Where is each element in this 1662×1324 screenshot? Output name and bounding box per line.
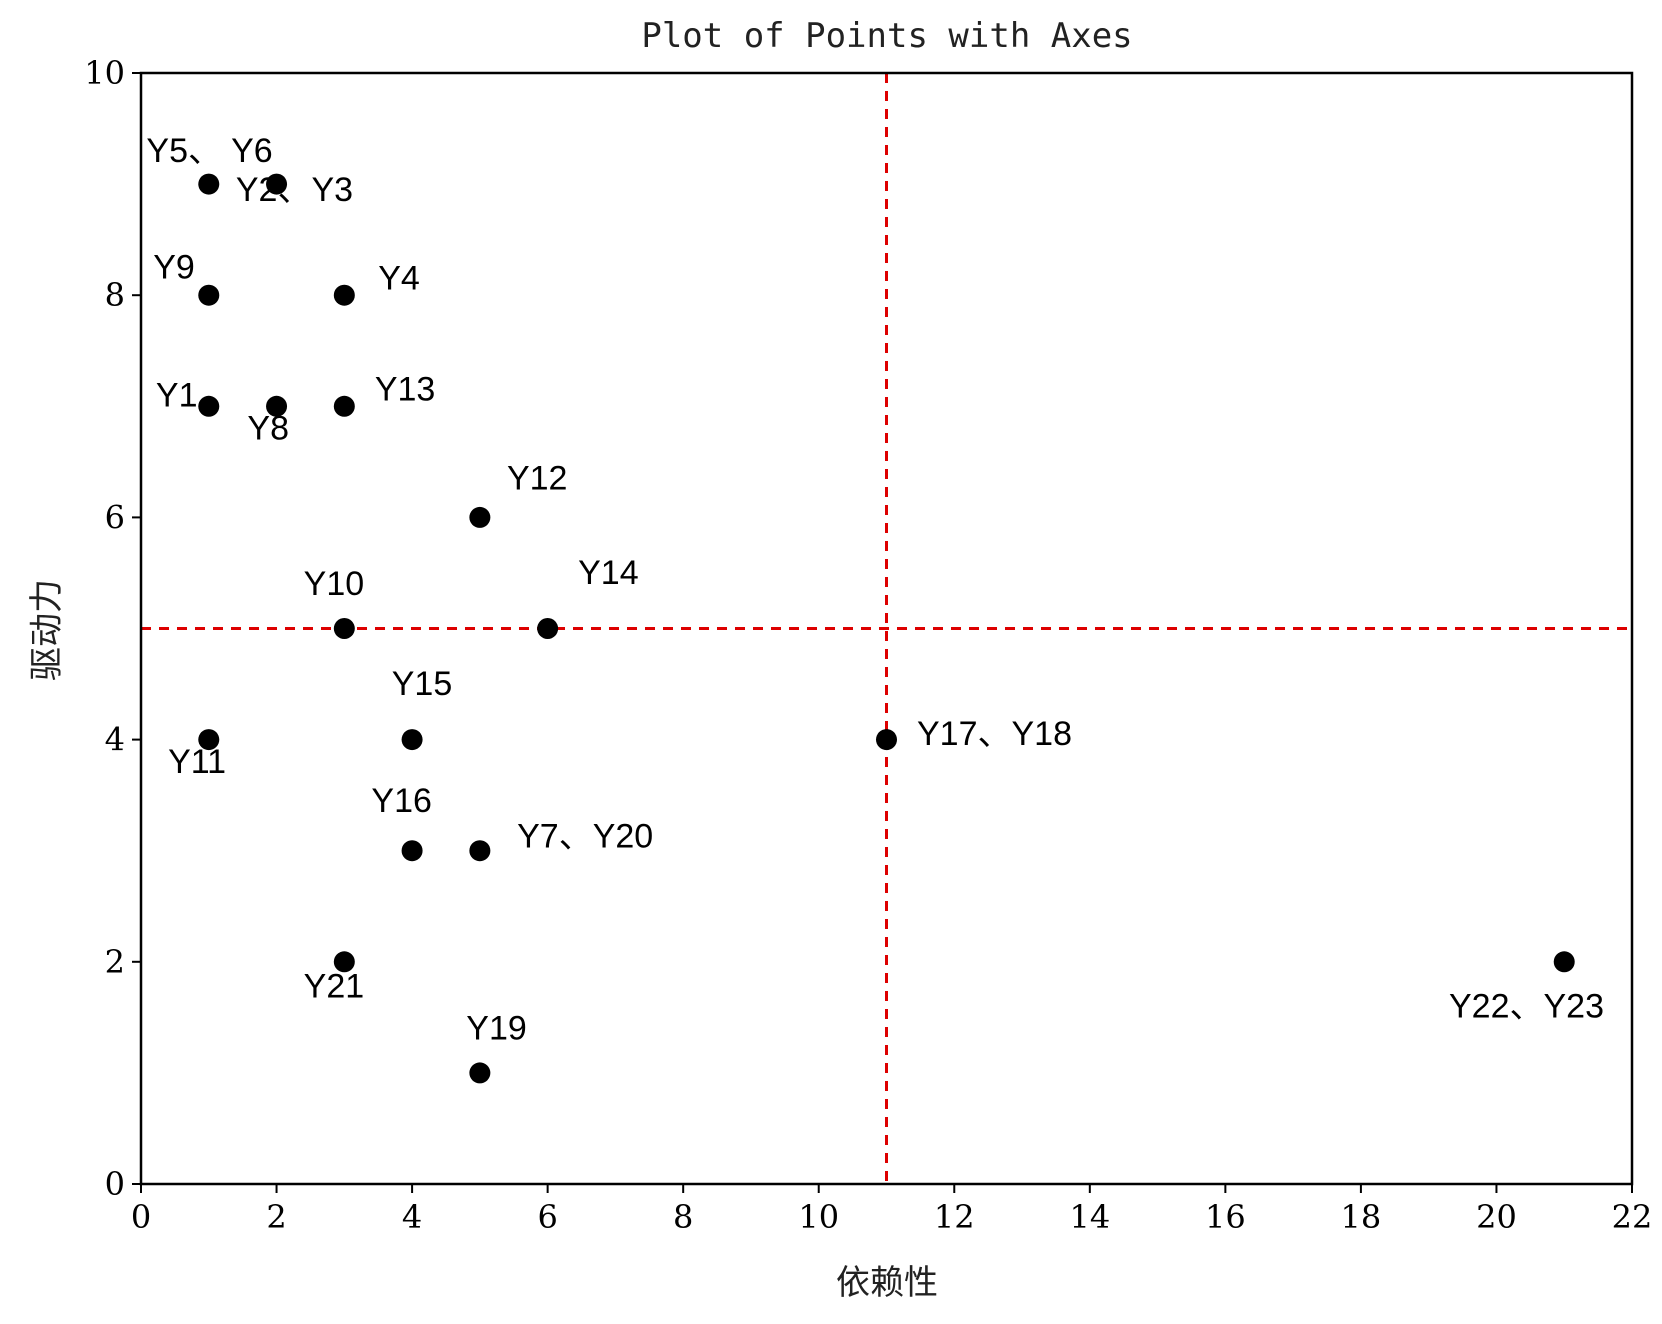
data-points <box>198 173 1575 1084</box>
x-tick-label: 10 <box>798 1198 839 1236</box>
point-label: Y19 <box>466 1010 527 1048</box>
y-tick-label: 6 <box>105 498 125 536</box>
data-point <box>266 173 288 195</box>
x-tick-label: 12 <box>934 1198 975 1236</box>
chart-title: Plot of Points with Axes <box>641 16 1132 56</box>
data-point <box>537 618 559 639</box>
data-point <box>198 729 220 751</box>
point-label: Y11 <box>168 743 226 781</box>
data-point <box>401 729 423 751</box>
point-label: Y17、Y18 <box>917 715 1072 753</box>
y-tick-label: 0 <box>105 1165 125 1203</box>
point-label: Y12 <box>507 460 568 498</box>
point-label: Y13 <box>375 371 436 409</box>
point-label: Y6 <box>231 132 273 170</box>
data-point <box>333 618 355 639</box>
point-label: Y5、 <box>146 132 222 170</box>
y-axis-ticks: 0 2 4 6 8 10 <box>84 54 141 1203</box>
data-point <box>469 840 491 862</box>
y-tick-label: 10 <box>84 54 125 92</box>
x-tick-label: 6 <box>537 1198 557 1236</box>
data-point <box>333 395 355 417</box>
data-point <box>198 395 220 417</box>
data-point <box>1553 951 1575 973</box>
plot-frame <box>139 71 1634 1186</box>
data-point <box>198 284 220 306</box>
point-label: Y15 <box>392 665 453 703</box>
x-tick-label: 2 <box>266 1198 286 1236</box>
x-axis-ticks: 0 2 4 6 8 10 12 14 16 18 20 22 <box>131 1184 1653 1236</box>
point-label: Y1 <box>156 376 198 414</box>
x-tick-label: 22 <box>1612 1198 1653 1236</box>
reference-lines <box>141 73 1632 1184</box>
point-label: Y21 <box>304 967 365 1005</box>
x-tick-label: 0 <box>131 1198 151 1236</box>
point-label: Y8 <box>247 410 289 448</box>
data-point <box>266 395 288 417</box>
data-point <box>876 729 897 751</box>
data-point <box>333 951 355 973</box>
x-tick-label: 8 <box>673 1198 693 1236</box>
point-label: Y2、Y3 <box>236 171 353 209</box>
point-label: Y22、Y23 <box>1449 987 1604 1025</box>
x-tick-label: 20 <box>1476 1198 1517 1236</box>
point-label: Y7、Y20 <box>517 817 653 855</box>
point-label: Y14 <box>578 554 639 592</box>
x-tick-label: 4 <box>402 1198 422 1236</box>
point-label: Y4 <box>378 260 420 298</box>
x-tick-label: 14 <box>1069 1198 1110 1236</box>
x-axis-label: 依赖性 <box>836 1263 938 1303</box>
point-label: Y16 <box>371 782 432 820</box>
x-tick-label: 16 <box>1205 1198 1246 1236</box>
data-point <box>469 506 491 528</box>
data-point <box>198 173 220 195</box>
y-axis-label: 驱动力 <box>27 579 67 681</box>
data-point <box>469 1062 491 1084</box>
y-tick-label: 8 <box>105 276 125 314</box>
point-label: Y10 <box>304 565 365 603</box>
x-tick-label: 18 <box>1341 1198 1382 1236</box>
data-point <box>333 284 355 306</box>
y-tick-label: 4 <box>105 721 125 759</box>
point-label: Y9 <box>153 249 195 287</box>
y-tick-label: 2 <box>105 943 125 981</box>
data-point <box>401 840 423 862</box>
